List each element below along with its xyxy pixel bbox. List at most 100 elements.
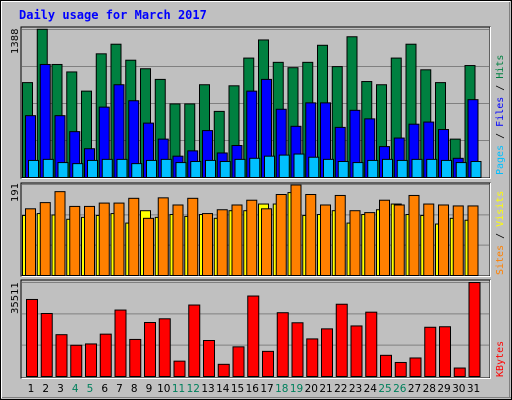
day-label-16: 16 <box>246 383 260 395</box>
bar-pages-day-1 <box>28 159 39 179</box>
bar-sites-day-26 <box>393 204 405 276</box>
chart-title: Daily usage for March 2017 <box>19 8 207 22</box>
legend-kbytes: KBytes <box>495 341 506 377</box>
bar-kbytes-day-2 <box>40 312 53 378</box>
bar-pages-day-9 <box>146 159 157 179</box>
bar-sites-day-28 <box>423 203 435 276</box>
bar-pages-day-6 <box>101 158 113 178</box>
day-label-9: 9 <box>146 383 153 395</box>
bar-kbytes-day-28 <box>424 326 437 378</box>
day-label-23: 23 <box>349 383 362 395</box>
bar-sites-day-11 <box>172 204 184 276</box>
bar-pages-day-3 <box>57 162 69 179</box>
bar-kbytes-day-30 <box>453 367 466 378</box>
bar-sites-day-4 <box>69 205 81 276</box>
bar-pages-day-18 <box>278 154 290 178</box>
bar-pages-day-11 <box>175 162 187 179</box>
day-label-12: 12 <box>187 383 200 395</box>
day-label-14: 14 <box>216 383 230 395</box>
bar-kbytes-day-4 <box>70 344 83 378</box>
bar-pages-day-8 <box>131 163 143 178</box>
day-label-29: 29 <box>437 383 450 395</box>
bar-pages-day-28 <box>426 158 438 178</box>
svg-text:Sites / Visits: Sites / Visits <box>495 191 506 275</box>
bar-sites-day-31 <box>467 205 479 276</box>
day-label-22: 22 <box>334 383 347 395</box>
legend-sep: / <box>495 127 506 145</box>
bar-pages-day-4 <box>72 163 84 178</box>
bar-kbytes-day-31 <box>468 282 481 377</box>
bar-sites-day-18 <box>275 194 287 276</box>
bar-kbytes-day-3 <box>55 334 68 377</box>
bar-kbytes-day-9 <box>144 321 156 377</box>
bar-pages-day-24 <box>367 159 379 179</box>
day-label-26: 26 <box>393 383 407 395</box>
day-label-15: 15 <box>231 383 244 395</box>
bar-kbytes-day-18 <box>276 312 289 378</box>
bar-kbytes-day-21 <box>321 328 333 377</box>
bar-pages-day-25 <box>382 158 393 178</box>
bar-kbytes-day-14 <box>217 363 230 377</box>
bar-sites-day-21 <box>320 204 331 276</box>
legend-pages: Pages <box>495 145 506 175</box>
day-label-3: 3 <box>57 383 64 395</box>
bar-sites-day-17 <box>261 208 272 276</box>
legend-visits: Visits <box>495 191 506 227</box>
bar-pages-day-5 <box>87 159 98 179</box>
bar-kbytes-day-23 <box>350 325 363 377</box>
legend-bottom: KBytes <box>495 341 506 377</box>
day-label-18: 18 <box>275 383 288 395</box>
bar-kbytes-day-25 <box>380 354 392 377</box>
day-label-24: 24 <box>364 383 378 395</box>
legend-sites: Sites <box>495 245 506 275</box>
bar-sites-day-2 <box>39 202 51 276</box>
bar-pages-day-20 <box>308 156 320 178</box>
bar-sites-day-15 <box>231 204 243 276</box>
bar-sites-day-24 <box>364 212 376 277</box>
legend-middle: Sites / Visits <box>495 191 506 275</box>
bar-pages-day-27 <box>411 158 423 178</box>
bar-sites-day-12 <box>187 197 199 276</box>
day-label-2: 2 <box>42 383 49 395</box>
bar-sites-day-14 <box>216 209 228 276</box>
bar-sites-day-16 <box>246 199 258 277</box>
bar-kbytes-day-6 <box>99 333 112 377</box>
panel-middle-max-label: 191 <box>10 183 21 202</box>
day-label-5: 5 <box>87 383 94 395</box>
bar-kbytes-day-1 <box>26 298 38 377</box>
bar-pages-day-21 <box>323 158 334 178</box>
svg-text:Pages / Files / Hits: Pages / Files / Hits <box>495 55 506 175</box>
bar-kbytes-day-24 <box>365 311 378 377</box>
bar-kbytes-day-13 <box>203 339 215 377</box>
panel-bottom-max-label: 35511 <box>10 282 21 314</box>
bar-sites-day-19 <box>290 184 302 276</box>
panel-top-max-label: 1388 <box>10 29 21 54</box>
bar-sites-day-1 <box>25 208 36 276</box>
bar-pages-day-15 <box>234 158 246 178</box>
day-label-6: 6 <box>101 383 108 395</box>
bar-sites-day-30 <box>452 205 464 276</box>
bar-pages-day-23 <box>352 162 364 179</box>
svg-text:KBytes: KBytes <box>495 341 506 377</box>
legend-sep: / <box>495 79 506 97</box>
day-label-10: 10 <box>157 383 170 395</box>
bar-pages-day-29 <box>441 159 452 179</box>
bar-kbytes-day-8 <box>129 338 142 378</box>
bar-sites-day-9 <box>143 217 154 276</box>
bar-pages-day-17 <box>264 155 275 178</box>
bar-kbytes-day-19 <box>291 322 304 377</box>
day-label-11: 11 <box>172 383 185 395</box>
bar-pages-day-2 <box>42 158 54 178</box>
day-label-7: 7 <box>116 383 123 395</box>
bar-kbytes-day-16 <box>247 295 260 378</box>
bar-sites-day-6 <box>98 202 110 276</box>
bar-sites-day-8 <box>128 197 140 276</box>
bar-pages-day-13 <box>205 159 216 179</box>
bars <box>22 28 482 378</box>
bar-pages-day-12 <box>190 161 202 179</box>
bar-sites-day-23 <box>349 210 361 277</box>
bar-sites-day-29 <box>438 204 449 276</box>
bar-pages-day-30 <box>455 162 467 179</box>
bar-pages-day-26 <box>396 159 408 179</box>
